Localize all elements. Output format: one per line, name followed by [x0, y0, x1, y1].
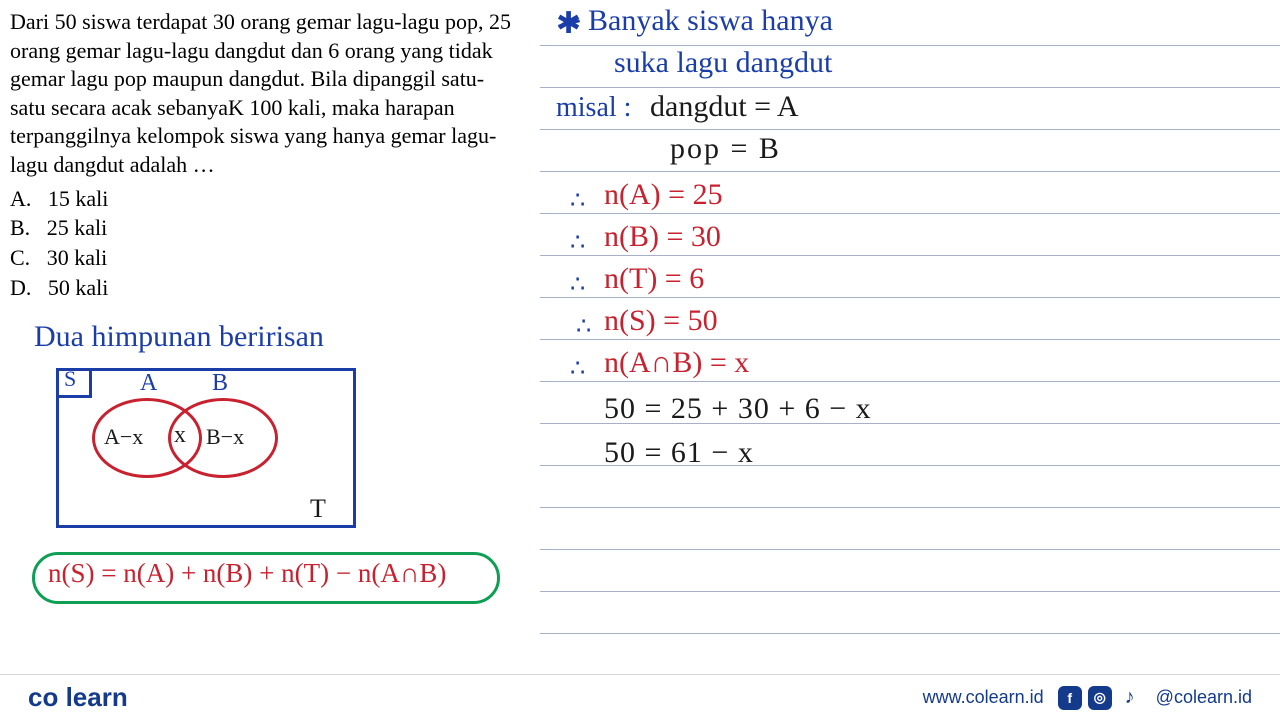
venn-label-S: S: [64, 366, 76, 392]
venn-region-B-x: B−x: [206, 424, 244, 450]
therefore-icon: ∴: [570, 270, 585, 299]
footer-right: www.colearn.id f ◎ ♪ @colearn.id: [923, 686, 1252, 710]
title-line-2: suka lagu dangdut: [614, 46, 832, 80]
option-c: C. 30 kali: [10, 243, 540, 273]
equation-nA: n(A) = 25: [604, 178, 723, 212]
therefore-icon: ∴: [570, 228, 585, 257]
misal-label: misal :: [556, 92, 631, 124]
social-icons: f ◎ ♪: [1058, 686, 1142, 710]
therefore-icon: ∴: [576, 312, 591, 341]
venn-title: Dua himpunan beririsan: [34, 320, 324, 354]
equation-2: 50 = 61 − x: [604, 436, 754, 470]
question-line: terpanggilnya kelompok siswa yang hanya …: [10, 122, 540, 151]
options-list: A. 15 kali B. 25 kali C. 30 kali D. 50 k…: [10, 184, 540, 303]
venn-label-T: T: [310, 494, 326, 524]
tiktok-icon: ♪: [1118, 686, 1142, 710]
option-d: D. 50 kali: [10, 273, 540, 303]
facebook-icon: f: [1058, 686, 1082, 710]
question-line: satu secara acak sebanyaK 100 kali, maka…: [10, 94, 540, 123]
equation-1: 50 = 25 + 30 + 6 − x: [604, 392, 872, 426]
venn-label-A: A: [140, 370, 157, 397]
therefore-icon: ∴: [570, 354, 585, 383]
venn-label-B: B: [212, 370, 228, 397]
question-line: gemar lagu pop maupun dangdut. Bila dipa…: [10, 65, 540, 94]
question-line: Dari 50 siswa terdapat 30 orang gemar la…: [10, 8, 540, 37]
footer-bar: co learn www.colearn.id f ◎ ♪ @colearn.i…: [0, 674, 1280, 720]
venn-region-x: x: [174, 422, 186, 449]
question-block: Dari 50 siswa terdapat 30 orang gemar la…: [10, 8, 540, 302]
misal-line-2: pop = B: [670, 132, 781, 166]
footer-url: www.colearn.id: [923, 687, 1044, 708]
question-line: orang gemar lagu-lagu dangdut dan 6 oran…: [10, 37, 540, 66]
formula-text: n(S) = n(A) + n(B) + n(T) − n(A∩B): [48, 558, 446, 589]
question-line: lagu dangdut adalah …: [10, 151, 540, 180]
equation-nAB: n(A∩B) = x: [604, 346, 749, 380]
title-line-1: Banyak siswa hanya: [588, 4, 833, 38]
misal-line-1: dangdut = A: [650, 90, 799, 124]
equation-nB: n(B) = 30: [604, 220, 721, 254]
footer-handle: @colearn.id: [1156, 687, 1252, 708]
equation-nS: n(S) = 50: [604, 304, 718, 338]
therefore-icon: ∴: [570, 186, 585, 215]
instagram-icon: ◎: [1088, 686, 1112, 710]
option-a: A. 15 kali: [10, 184, 540, 214]
option-b: B. 25 kali: [10, 213, 540, 243]
venn-region-A-x: A−x: [104, 424, 143, 450]
colearn-logo: co learn: [28, 682, 128, 713]
equation-nT: n(T) = 6: [604, 262, 704, 296]
